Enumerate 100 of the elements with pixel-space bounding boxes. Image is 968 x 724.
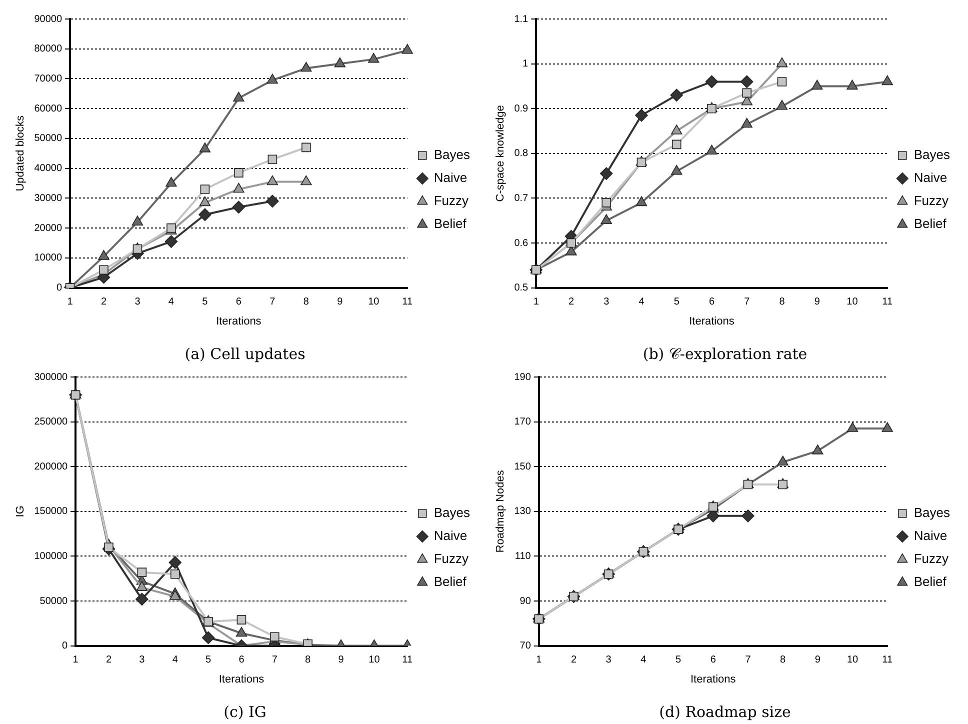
y-tick-label: 70000 (34, 73, 62, 84)
x-tick-label: 1 (72, 654, 79, 666)
x-tick-label: 6 (708, 296, 715, 308)
legend-label: Bayes (914, 505, 950, 520)
x-tick-label: 2 (570, 654, 577, 666)
x-tick-label: 10 (846, 654, 859, 666)
x-tick-label: 3 (139, 654, 146, 666)
x-tick-label: 11 (402, 654, 413, 666)
legend-label: Fuzzy (434, 551, 470, 566)
x-tick-label: 2 (106, 654, 112, 666)
legend-label: Bayes (434, 147, 470, 162)
x-tick-label: 8 (780, 654, 786, 666)
y-axis-title: Updated blocks (14, 114, 27, 192)
y-tick-label: 1.1 (514, 14, 529, 25)
x-tick-label: 8 (779, 296, 786, 308)
x-tick-label: 3 (604, 296, 610, 308)
y-tick-label: 0.5 (514, 282, 529, 294)
legend-label: Belief (434, 574, 467, 590)
x-tick-label: 6 (238, 654, 245, 666)
legend-label: Naive (914, 170, 948, 186)
x-axis-title: Iterations (689, 315, 735, 328)
x-tick-label: 1 (536, 654, 542, 666)
legend-label: Fuzzy (914, 551, 950, 566)
legend-label: Belief (434, 216, 467, 232)
x-tick-label: 2 (100, 296, 107, 308)
text: (c) IG (224, 702, 266, 721)
x-tick-label: 10 (368, 654, 380, 666)
x-tick-label: 3 (606, 654, 612, 666)
y-tick-label: 300000 (34, 372, 68, 383)
x-tick-label: 10 (846, 296, 858, 308)
legend-label: Naive (914, 528, 948, 544)
x-tick-label: 9 (337, 296, 344, 308)
y-tick-label: 1 (522, 58, 529, 70)
y-tick-label: 150000 (34, 506, 68, 518)
y-axis-title: Roadmap Nodes (494, 470, 507, 553)
y-tick-label: 80000 (34, 44, 62, 55)
x-tick-label: 4 (168, 296, 174, 308)
y-tick-label: 200000 (34, 461, 68, 472)
y-tick-label: 170 (514, 416, 532, 428)
x-tick-label: 4 (172, 654, 178, 666)
legend-label: Naive (434, 170, 468, 186)
legend-label: Belief (914, 216, 947, 232)
text: (a) Cell updates (184, 344, 306, 363)
x-tick-label: 10 (368, 296, 380, 308)
y-tick-label: 10000 (34, 252, 62, 264)
x-tick-label: 5 (674, 296, 680, 308)
y-tick-label: 110 (514, 550, 532, 562)
y-tick-label: 100000 (34, 550, 68, 562)
x-axis-title: Iterations (216, 315, 262, 328)
y-axis-title: C-space knowledge (494, 105, 507, 202)
y-tick-label: 50000 (34, 133, 62, 144)
x-tick-label: 7 (270, 296, 276, 308)
legend-label: Fuzzy (434, 193, 470, 208)
x-tick-label: 5 (202, 296, 208, 308)
legend-label: Naive (434, 528, 468, 544)
y-tick-label: 0 (62, 640, 68, 652)
y-tick-label: 20000 (34, 222, 62, 234)
y-tick-label: 40000 (34, 163, 62, 174)
y-tick-label: 30000 (34, 192, 62, 204)
x-tick-label: 6 (236, 296, 242, 308)
x-tick-label: 2 (568, 296, 574, 308)
y-tick-label: 50000 (40, 596, 68, 607)
y-tick-label: 250000 (34, 416, 68, 428)
x-tick-label: 4 (638, 296, 645, 308)
text: (b) 𝒞-exploration rate (642, 344, 808, 363)
x-tick-label: 11 (882, 654, 893, 666)
x-tick-label: 11 (882, 296, 893, 308)
legend-label: Bayes (914, 147, 950, 162)
text: (d) Roadmap size (659, 702, 791, 721)
x-tick-label: 11 (402, 296, 413, 308)
x-tick-label: 3 (134, 296, 141, 308)
y-tick-label: 60000 (34, 103, 62, 114)
x-tick-label: 8 (303, 296, 310, 308)
x-tick-label: 4 (640, 654, 647, 666)
legend-label: Belief (914, 574, 947, 590)
x-tick-label: 7 (272, 654, 278, 666)
x-tick-label: 7 (744, 296, 750, 308)
y-axis-title: IG (14, 506, 27, 518)
legend-label: Bayes (434, 505, 470, 520)
x-axis-title: Iterations (690, 673, 736, 686)
y-tick-label: 0 (56, 282, 62, 294)
x-tick-label: 5 (675, 654, 682, 666)
x-tick-label: 8 (305, 654, 312, 666)
x-tick-label: 6 (710, 654, 716, 666)
x-tick-label: 9 (814, 296, 820, 308)
x-axis-title: Iterations (218, 673, 265, 686)
y-tick-label: 90000 (34, 14, 62, 25)
x-tick-label: 9 (814, 654, 821, 666)
legend-label: Fuzzy (914, 193, 950, 208)
y-tick-label: 190 (514, 372, 532, 383)
x-tick-label: 7 (745, 654, 752, 666)
y-tick-label: 0.8 (514, 148, 529, 160)
x-tick-label: 9 (338, 654, 344, 666)
y-tick-label: 130 (514, 506, 532, 518)
y-tick-label: 0.6 (514, 238, 529, 249)
x-tick-label: 5 (206, 654, 212, 666)
y-tick-label: 0.7 (514, 192, 529, 204)
y-tick-label: 150 (514, 461, 532, 472)
y-tick-label: 90 (520, 596, 532, 607)
y-tick-label: 0.9 (514, 103, 529, 114)
